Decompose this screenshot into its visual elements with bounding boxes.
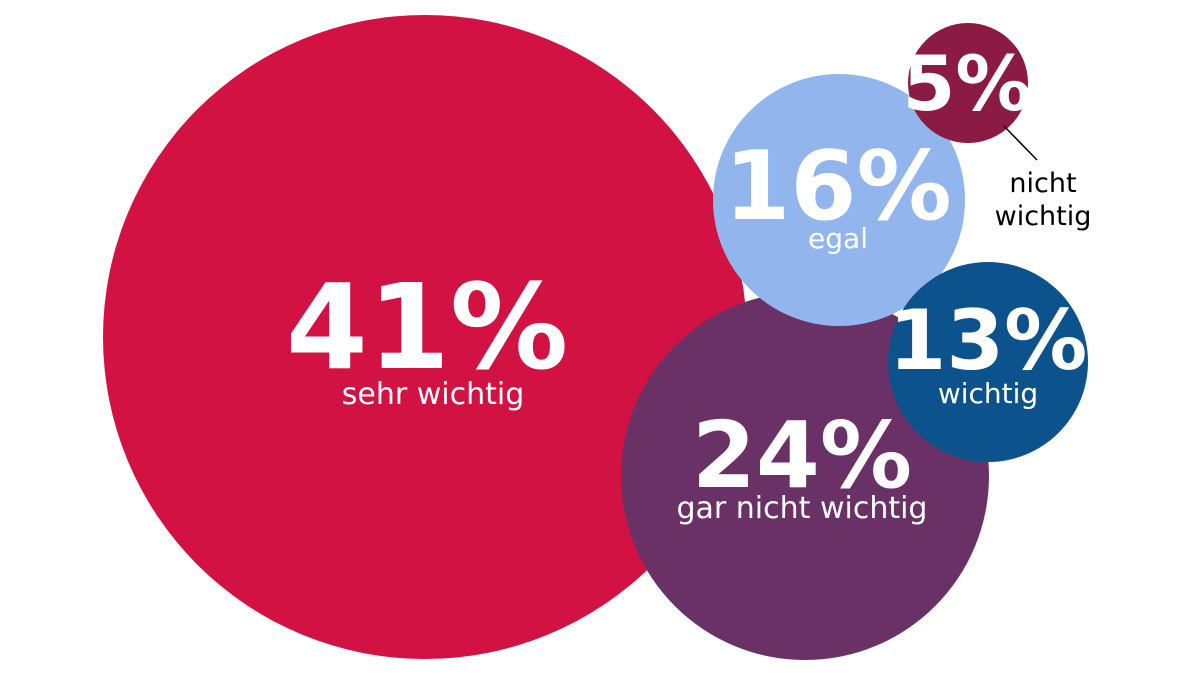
bubble-label-gar-nicht-wichtig: gar nicht wichtig [677,491,928,526]
bubble-value-nicht-wichtig: 5% [902,39,1031,128]
bubble-label-egal: egal [808,222,868,255]
external-label-nicht-wichtig-line2: wichtig [995,201,1092,232]
bubble-value-gar-nicht-wichtig: 24% [692,402,912,509]
bubble-label-sehr-wichtig: sehr wichtig [342,377,525,412]
bubble-nicht-wichtig [908,23,1028,143]
bubble-egal [713,74,965,326]
bubble-wichtig [888,262,1088,462]
leader-line-nicht-wichtig [1003,125,1038,161]
bubble-value-egal: 16% [724,132,951,242]
bubble-value-sehr-wichtig: 41% [286,258,568,396]
external-label-nicht-wichtig-line1: nicht [1009,168,1076,199]
bubble-label-wichtig: wichtig [938,377,1038,410]
bubble-sehr-wichtig [103,15,747,659]
bubble-value-wichtig: 13% [889,292,1088,389]
